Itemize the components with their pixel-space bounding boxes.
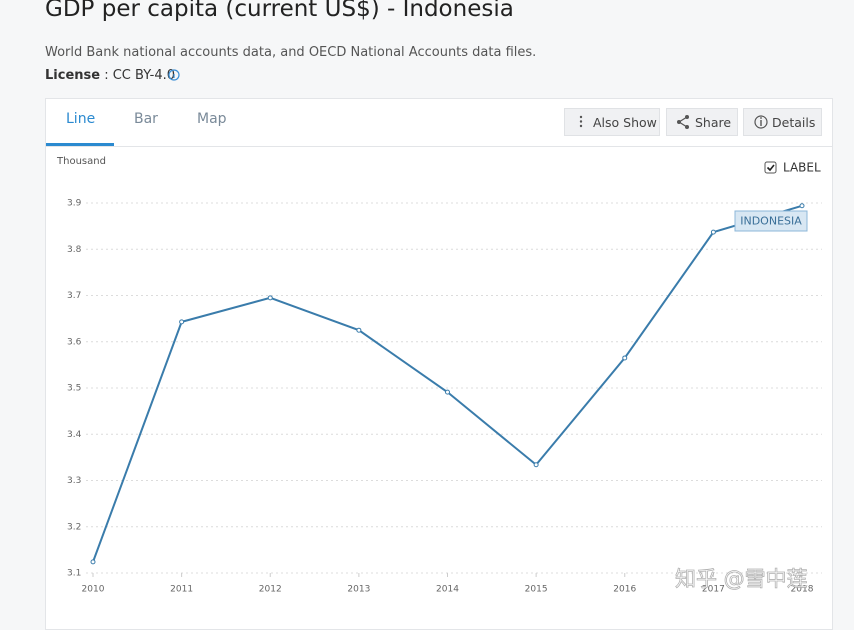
page-title: GDP per capita (current US$) - Indonesia [45, 0, 514, 22]
also-show-button[interactable]: Also Show [564, 108, 660, 136]
x-tick-label: 2013 [347, 585, 370, 595]
active-tab-indicator [46, 143, 114, 146]
data-point [90, 559, 96, 565]
y-tick-label: 3.3 [67, 476, 81, 486]
y-tick-label: 3.5 [67, 384, 81, 394]
tab-bar [46, 99, 832, 147]
data-point [267, 295, 273, 301]
checkmark [766, 164, 775, 172]
y-tick-label: 3.6 [67, 337, 82, 347]
x-tick-label: 2010 [82, 585, 105, 595]
license-label: License [45, 68, 101, 83]
label-checkbox[interactable] [764, 161, 777, 174]
y-tick-label: 3.9 [67, 199, 82, 209]
license-value: : CC BY-4.0 [104, 68, 175, 83]
data-point [799, 203, 805, 209]
y-tick-label: 3.1 [67, 569, 81, 579]
data-point [179, 319, 185, 325]
license: License : CC BY-4.0 [45, 68, 175, 83]
series-label: INDONESIA [740, 215, 802, 228]
button-icons [579, 115, 768, 129]
tab[interactable]: Bar [134, 111, 158, 127]
x-tick-label: 2015 [525, 585, 548, 595]
data-point [622, 355, 628, 361]
chart-panel [45, 98, 833, 630]
icons [168, 69, 180, 81]
data-point [710, 229, 716, 235]
x-tick-label: 2017 [702, 585, 725, 595]
x-tick-label: 2012 [259, 585, 282, 595]
details-button[interactable]: Details [743, 108, 822, 136]
y-tick-label: 3.4 [67, 430, 82, 440]
x-tick-label: 2016 [613, 585, 636, 595]
data-point [445, 389, 450, 395]
series-label-box [734, 210, 808, 232]
page: GDP per capita (current US$) - Indonesia… [45, 0, 833, 630]
info-icon [168, 69, 180, 81]
source-note: World Bank national accounts data, and O… [45, 45, 537, 60]
watermark: 知乎 @雪中莲 [675, 567, 808, 591]
tab[interactable]: Map [197, 111, 227, 127]
y-tick-label: 3.2 [67, 522, 81, 532]
data-point [533, 462, 539, 468]
tab[interactable]: Line [66, 111, 96, 127]
series-line [92, 204, 803, 563]
y-tick-label: 3.8 [67, 245, 82, 255]
chart: LABEL Thousand 3.1 3.2 3.3 3.4 3.5 3.6 3.7 3.8 3… [56, 69, 822, 595]
y-axis-label: Thousand [56, 156, 106, 167]
data-point [356, 327, 362, 333]
label-toggle[interactable]: LABEL [783, 161, 821, 175]
x-tick-label: 2018 [791, 585, 814, 595]
x-tick-label: 2011 [170, 585, 193, 595]
y-tick-label: 3.7 [67, 291, 81, 301]
x-tick-label: 2014 [436, 585, 459, 595]
